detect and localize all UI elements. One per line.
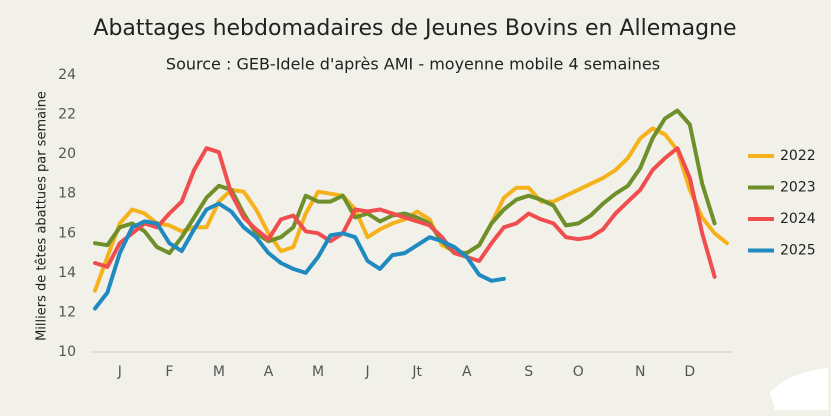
y-tick-label: 16: [58, 225, 76, 241]
y-tick-label: 12: [58, 304, 76, 320]
x-tick-label: M: [213, 364, 225, 380]
line-series: [93, 146, 717, 279]
x-tick-label: N: [635, 364, 645, 380]
line-series: [93, 201, 506, 311]
chart-title: Abattages hebdomadaires de Jeunes Bovins…: [93, 16, 736, 41]
x-tick-label: M: [312, 364, 324, 380]
line-series: [93, 126, 729, 293]
legend-label: 2022: [780, 148, 816, 164]
line-series: [93, 108, 717, 256]
x-tick-label: F: [165, 364, 173, 380]
x-tick-label: O: [573, 364, 584, 380]
logo: [770, 368, 828, 410]
chart-subtitle: Source : GEB-Idele d'après AMI - moyenne…: [166, 55, 660, 74]
legend-label: 2025: [780, 243, 816, 259]
y-tick-label: 18: [58, 186, 76, 202]
y-tick-label: 24: [58, 67, 76, 83]
x-tick-label: A: [264, 364, 274, 380]
y-tick-label: 22: [58, 107, 76, 123]
legend-label: 2024: [780, 211, 816, 227]
legend-label: 2023: [780, 180, 816, 196]
x-tick-label: Jt: [411, 364, 422, 380]
x-tick-label: S: [524, 364, 533, 380]
x-tick-label: D: [684, 364, 695, 380]
y-tick-label: 14: [58, 265, 76, 281]
y-tick-label: 10: [58, 344, 76, 360]
x-tick-label: A: [462, 364, 472, 380]
y-axis-label: Milliers de têtes abattues par semaine: [35, 91, 50, 341]
x-tick-label: J: [365, 364, 370, 380]
x-tick-label: J: [117, 364, 122, 380]
y-tick-label: 20: [58, 146, 76, 162]
